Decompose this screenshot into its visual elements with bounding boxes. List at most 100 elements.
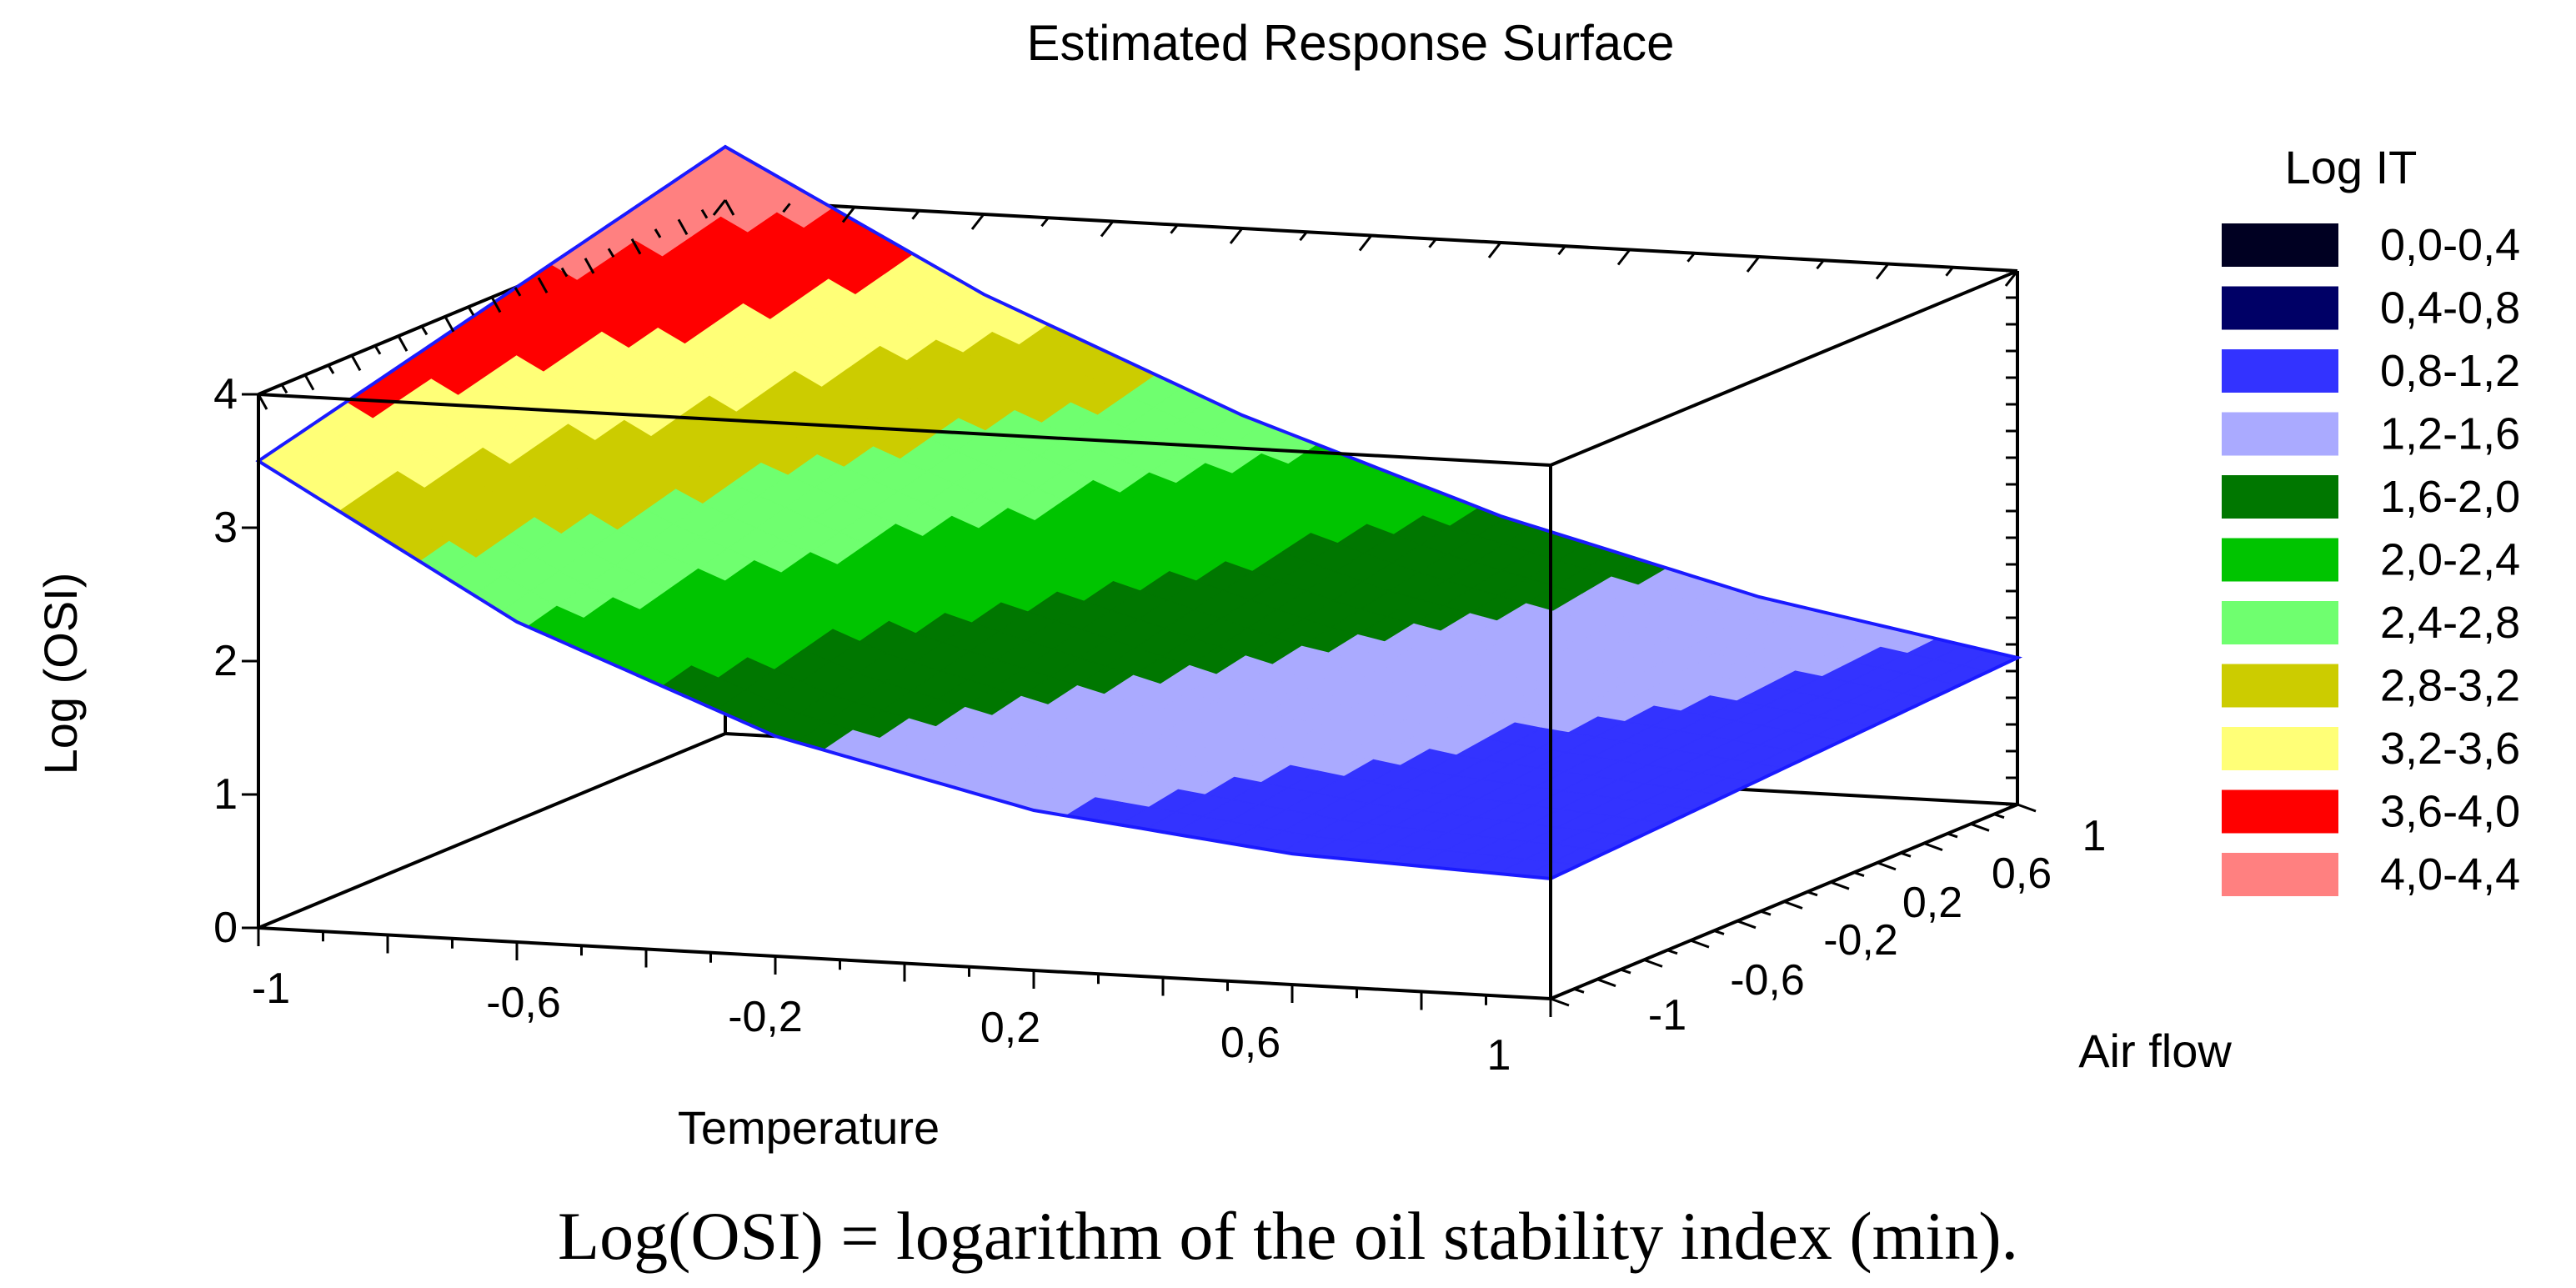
legend-label: 0,8-1,2: [2380, 346, 2520, 396]
tick-mark: [630, 238, 642, 255]
legend-title: Log IT: [2285, 141, 2418, 193]
box-edge: [258, 732, 726, 930]
tick-mark: [1690, 939, 1710, 949]
x-tick-label: -0,2: [728, 993, 803, 1041]
tick-mark: [584, 258, 595, 274]
legend-swatch: [2222, 349, 2338, 393]
tick-mark: [1229, 228, 1244, 244]
tick-mark: [712, 199, 727, 216]
tick-mark: [444, 316, 455, 333]
response-surface: [258, 146, 2019, 880]
tick-mark: [1993, 813, 2005, 819]
legend-label: 1,2-1,6: [2380, 409, 2520, 459]
y-tick-label: -0,6: [1730, 956, 1805, 1005]
legend-swatch: [2222, 853, 2338, 896]
x-tick-labels: -1 -0,6 -0,2 0,2 0,6 1: [252, 965, 1511, 1080]
tick-mark: [607, 248, 615, 258]
tick-mark: [654, 228, 662, 238]
tick-mark: [724, 199, 735, 216]
legend-label: 3,2-3,6: [2380, 724, 2520, 774]
tick-mark: [782, 203, 791, 213]
tick-mark: [1620, 968, 1631, 975]
tick-mark: [560, 267, 569, 278]
tick-mark: [467, 306, 475, 316]
y-tick-label: 1: [2082, 812, 2107, 860]
tick-mark: [257, 393, 268, 410]
legend: Log IT 0,0-0,4 0,4-0,8 0,8-1,2 1,2-1,6 1,6-2…: [2222, 141, 2520, 900]
x-tick-label: -0,6: [486, 979, 561, 1027]
y-tick-label: 0,2: [1902, 879, 1962, 927]
legend-swatch: [2222, 223, 2338, 267]
x-tick-label: 1: [1487, 1031, 1511, 1080]
tick-mark: [700, 208, 709, 219]
tick-mark: [1550, 997, 1570, 1007]
tick-mark: [1428, 238, 1437, 248]
tick-mark: [1737, 920, 1757, 930]
tick-mark: [1100, 220, 1115, 238]
tick-mark: [514, 287, 522, 297]
tick-mark: [1900, 851, 1912, 858]
legend-swatch: [2222, 664, 2338, 708]
tick-mark: [490, 296, 502, 313]
tick-mark: [1686, 252, 1696, 263]
legend-label: 2,4-2,8: [2380, 598, 2520, 648]
y-axis-title: Air flow: [2078, 1025, 2232, 1077]
tick-mark: [1830, 880, 1850, 890]
tick-mark: [420, 325, 428, 336]
z-tick-label: 3: [213, 504, 238, 552]
z-tick-label: 4: [213, 370, 238, 418]
tick-mark: [1487, 242, 1502, 258]
tick-mark: [1746, 256, 1761, 273]
x-axis-title: Temperature: [678, 1101, 940, 1154]
axis-ticks: [242, 199, 2037, 1017]
y-tick-label: -1: [1648, 991, 1686, 1040]
legend-swatch: [2222, 789, 2338, 834]
tick-mark: [1666, 949, 1678, 955]
tick-mark: [1040, 217, 1050, 228]
tick-mark: [1760, 910, 1772, 916]
legend-label: 4,0-4,4: [2380, 849, 2520, 900]
tick-mark: [970, 213, 985, 230]
tick-mark: [397, 335, 408, 352]
tick-mark: [1877, 861, 1897, 871]
tick-mark: [1596, 978, 1616, 988]
legend-label: 0,0-0,4: [2380, 220, 2520, 270]
legend-swatch: [2222, 727, 2338, 770]
tick-mark: [1783, 900, 1803, 910]
legend-label: 0,4-0,8: [2380, 283, 2520, 333]
tick-mark: [1643, 958, 1663, 968]
x-tick-label: -1: [252, 965, 290, 1013]
tick-mark: [2004, 270, 2019, 287]
box-edge: [1550, 269, 2018, 467]
legend-swatch: [2222, 475, 2338, 519]
legend-swatch: [2222, 412, 2338, 456]
x-tick-label: 0,6: [1220, 1019, 1280, 1067]
z-tick-labels: 0 1 2 3 4: [213, 370, 238, 952]
tick-mark: [2017, 803, 2037, 813]
chart-title: Estimated Response Surface: [1026, 15, 1674, 71]
tick-mark: [1970, 822, 1990, 832]
tick-mark: [1170, 223, 1179, 234]
z-axis-title: Log (OSI): [34, 573, 87, 775]
legend-label: 2,8-3,2: [2380, 661, 2520, 711]
tick-mark: [1573, 987, 1585, 994]
tick-mark: [841, 206, 856, 223]
tick-mark: [537, 277, 549, 293]
tick-mark: [1807, 890, 1818, 897]
tick-mark: [1557, 245, 1566, 256]
z-tick-label: 1: [213, 770, 238, 819]
surface-outline: [255, 144, 2023, 881]
legend-label: 1,6-2,0: [2380, 472, 2520, 522]
tick-mark: [350, 354, 362, 372]
tick-mark: [1875, 263, 1890, 280]
tick-mark: [280, 383, 288, 394]
legend-label: 3,6-4,0: [2380, 787, 2520, 837]
legend-swatch: [2222, 286, 2338, 330]
legend-label: 2,0-2,4: [2380, 535, 2520, 585]
tick-mark: [1713, 930, 1725, 935]
y-tick-labels: -1 -0,6 -0,2 0,2 0,6 1: [1648, 812, 2107, 1040]
x-tick-label: 0,2: [980, 1004, 1040, 1052]
tick-mark: [1299, 231, 1308, 242]
tick-mark: [1945, 266, 1954, 277]
